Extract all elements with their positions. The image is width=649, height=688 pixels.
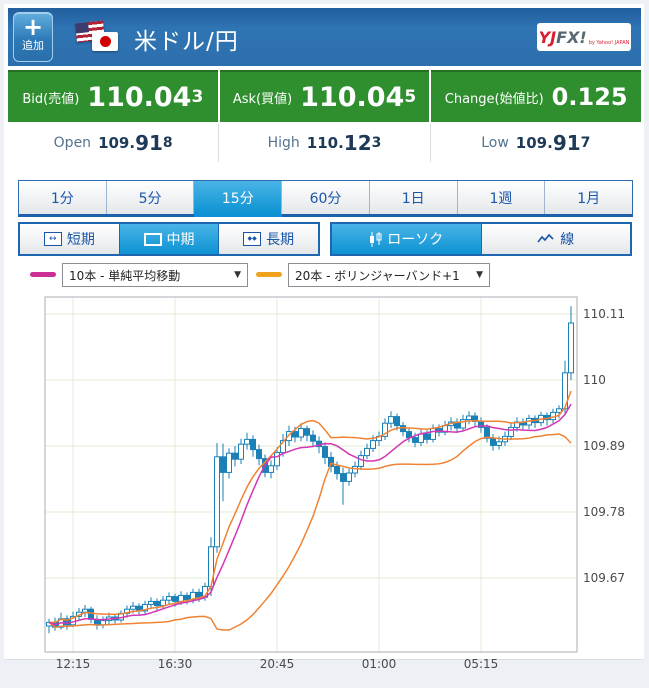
low-value-last: 7 <box>580 135 591 151</box>
candlestick-icon <box>370 231 382 247</box>
plus-icon: + <box>22 13 44 41</box>
open-value-prefix: 109. <box>98 134 136 152</box>
svg-text:20:45: 20:45 <box>260 657 295 671</box>
timeframe-tab-1week[interactable]: 1週 <box>457 181 546 214</box>
ask-value-small-digit: 5 <box>404 86 417 107</box>
dropdown-caret-icon: ▼ <box>234 270 241 280</box>
long-range-icon: ◆◆ <box>243 232 262 246</box>
quote-row: Bid(売値) 110.04 3 Ask(買値) 110.04 5 Change… <box>8 70 642 122</box>
period-button-group: ↔ 短期 中期 ◆◆ 長期 <box>18 222 320 256</box>
svg-text:16:30: 16:30 <box>158 657 193 671</box>
currency-pair-flags <box>75 20 128 56</box>
low-label: Low <box>481 135 509 151</box>
logo-yj-text: YJ <box>538 27 557 47</box>
type-label: ローソク <box>387 232 444 248</box>
type-label: 線 <box>560 232 575 248</box>
bid-value-small-digit: 3 <box>191 86 204 107</box>
change-label: Change(始値比) <box>444 91 544 107</box>
svg-text:110: 110 <box>583 373 606 387</box>
period-label: 短期 <box>66 232 95 248</box>
svg-text:01:00: 01:00 <box>362 657 397 671</box>
svg-text:109.78: 109.78 <box>583 505 625 519</box>
high-value-pips: 12 <box>343 131 372 155</box>
high-value-prefix: 110. <box>306 134 344 152</box>
period-long-button[interactable]: ◆◆ 長期 <box>219 224 319 254</box>
chart-type-button-group: ローソク 線 <box>330 222 632 256</box>
price-chart[interactable]: 110.11 110 109.89 109.78 109.67 12:15 16:30 20:… <box>0 290 649 688</box>
ask-value: 110.04 <box>300 81 405 113</box>
period-label: 長期 <box>266 232 295 248</box>
tab-label: 1分 <box>50 190 74 207</box>
sma-indicator-select[interactable]: 10本 - 単純平均移動 ▼ <box>62 263 248 287</box>
svg-text:109.67: 109.67 <box>583 571 625 585</box>
bollinger-indicator-select[interactable]: 20本 - ボリンジャーバンド+1 ▼ <box>288 263 490 287</box>
line-chart-icon <box>537 233 554 243</box>
period-mid-button[interactable]: 中期 <box>119 224 220 254</box>
add-pair-button[interactable]: + 追加 <box>13 12 53 62</box>
high-cell: High 110. 12 3 <box>219 124 431 162</box>
timeframe-tab-15min[interactable]: 15分 <box>194 181 283 214</box>
header-bar: + 追加 米ドル/円 YJ FX! by Yahoo! JAPAN <box>8 8 641 66</box>
change-cell: Change(始値比) 0.125 <box>431 70 642 122</box>
timeframe-tab-60min[interactable]: 60分 <box>282 181 370 214</box>
open-label: Open <box>53 135 92 151</box>
line-type-button[interactable]: 線 <box>481 224 630 254</box>
change-value: 0.125 <box>551 83 628 111</box>
bollinger-select-value: 20本 - ボリンジャーバンド+1 <box>295 268 460 283</box>
low-value-prefix: 109. <box>515 134 553 152</box>
bid-label: Bid(売値) <box>22 91 80 107</box>
tab-label: 1週 <box>489 190 513 207</box>
bid-cell[interactable]: Bid(売値) 110.04 3 <box>8 70 218 122</box>
low-value-pips: 91 <box>552 131 581 155</box>
sma-select-value: 10本 - 単純平均移動 <box>69 268 181 283</box>
logo-subtext: by Yahoo! JAPAN <box>588 40 630 46</box>
ohl-row: Open 109. 91 8 High 110. 12 3 Low 109. 91 7 <box>8 124 641 162</box>
svg-text:109.89: 109.89 <box>583 439 625 453</box>
mid-range-icon <box>143 232 162 246</box>
timeframe-tab-bar: 1分 5分 15分 60分 1日 1週 1月 <box>18 180 633 217</box>
tab-label: 1月 <box>577 190 601 207</box>
bollinger-color-swatch <box>256 272 282 277</box>
timeframe-tab-1day[interactable]: 1日 <box>369 181 458 214</box>
open-value-pips: 91 <box>135 131 163 155</box>
tab-label: 15分 <box>221 190 254 207</box>
price-chart-svg: 110.11 110 109.89 109.78 109.67 12:15 16:30 20:… <box>44 296 625 671</box>
timeframe-tab-5min[interactable]: 5分 <box>106 181 195 214</box>
tab-label: 5分 <box>138 190 162 207</box>
logo-fx-text: FX! <box>556 27 587 47</box>
dropdown-caret-icon: ▼ <box>476 270 483 280</box>
high-value-last: 3 <box>371 135 382 151</box>
short-range-icon: ↔ <box>43 232 62 246</box>
open-value-last: 8 <box>162 135 173 151</box>
timeframe-tab-1min[interactable]: 1分 <box>19 181 107 214</box>
svg-text:110.11: 110.11 <box>583 307 625 321</box>
add-button-label: 追加 <box>22 39 44 52</box>
indicator-row: 10本 - 単純平均移動 ▼ 20本 - ボリンジャーバンド+1 ▼ <box>8 262 641 288</box>
tab-label: 1日 <box>401 190 425 207</box>
candlestick-type-button[interactable]: ローソク <box>332 224 482 254</box>
yjfx-logo: YJ FX! by Yahoo! JAPAN <box>537 23 631 51</box>
japan-flag-icon <box>92 32 118 51</box>
sma-color-swatch <box>30 272 56 277</box>
timeframe-tab-1month[interactable]: 1月 <box>545 181 633 214</box>
low-cell: Low 109. 91 7 <box>431 124 641 162</box>
period-short-button[interactable]: ↔ 短期 <box>20 224 120 254</box>
pair-title: 米ドル/円 <box>134 29 239 55</box>
svg-text:12:15: 12:15 <box>56 657 91 671</box>
bid-value: 110.04 <box>87 81 192 113</box>
period-label: 中期 <box>166 232 195 248</box>
ask-cell[interactable]: Ask(買値) 110.04 5 <box>219 70 430 122</box>
high-label: High <box>267 135 300 151</box>
open-cell: Open 109. 91 8 <box>8 124 220 162</box>
svg-text:05:15: 05:15 <box>464 657 499 671</box>
ask-label: Ask(買値) <box>232 91 293 107</box>
tab-label: 60分 <box>309 190 342 207</box>
